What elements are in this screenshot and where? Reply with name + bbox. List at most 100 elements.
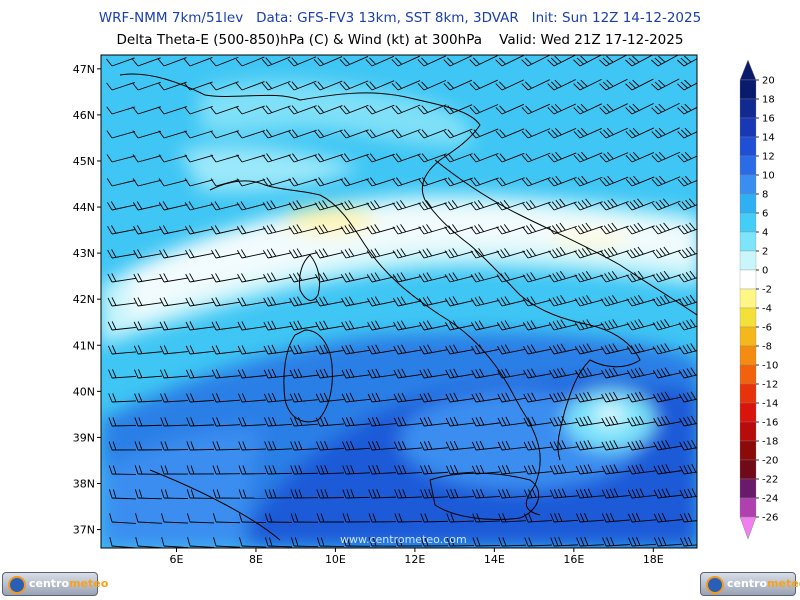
wind-barb-flag [686,416,693,425]
wind-barb-flag [292,153,299,162]
wind-barb-flag [164,489,169,499]
wind-barb-flag [604,297,611,306]
wind-barb-flag [450,489,455,498]
wind-barb-flag [498,57,506,65]
wind-barb-flag [682,393,689,402]
wind-barb-flag [445,417,451,427]
wind-barb-flag [314,202,321,211]
wind-barb-flag [556,344,563,353]
colorbar-label: -10 [762,361,778,372]
wind-barb-flag [447,153,455,161]
wind-barb-shaft [241,81,265,91]
wind-barb-flag [478,320,485,329]
wind-barb-shaft [527,103,551,115]
wind-barb-flag [394,537,399,547]
wind-barb-flag [633,199,640,208]
wind-barb-flag [137,249,143,258]
centrometeo-logo-left[interactable]: centrometeo [2,572,108,596]
wind-barb-flag [137,297,143,306]
wind-barb-flag [628,81,636,89]
lat-tick-label: 39N [73,431,95,444]
wind-barb-flag [530,320,537,329]
wind-barb-flag [602,105,610,113]
wind-barb-flag [496,226,503,235]
wind-barb-flag [315,393,321,403]
wind-barb-flag [375,320,381,329]
wind-barb-flag [393,417,399,427]
wind-barb-flag [501,441,507,450]
wind-barb-flag [294,513,299,523]
wind-barb-flag [625,107,633,115]
wind-barb-flag [502,489,507,498]
wind-barb-flag [348,296,355,305]
wind-barb-flag [574,274,581,283]
wind-barb-flag [297,368,303,378]
wind-barb-flag [426,272,433,281]
wind-barb-shaft [163,57,187,67]
wind-barb-flag [213,537,217,547]
wind-barb-flag [631,489,637,498]
wind-barb-flag [342,537,347,547]
wind-barb-flag [289,345,295,355]
wind-barb-flag [426,224,433,233]
wind-barb-flag [627,465,633,475]
wind-barb-flag [556,296,563,305]
wind-barb-flag [503,224,510,232]
wind-barb-flag [417,130,425,139]
wind-barb-flag [368,513,373,523]
colorbar-label: 14 [762,133,775,144]
wind-barb-shaft [631,494,656,499]
wind-barb-flag [444,178,451,187]
wind-barb-flag [443,130,451,139]
wind-barb-flag [661,416,667,425]
watermark-url: www.centrometeo.com [340,533,467,546]
wind-barb-flag [603,153,611,161]
wind-barb-flag [318,153,325,162]
wind-barb-flag [561,464,567,473]
wind-barb-flag [397,417,403,426]
wind-barb-flag [609,440,615,450]
wind-barb-flag [239,537,243,547]
wind-barb-flag [554,103,562,111]
wind-barb-flag [654,81,662,89]
wind-barb-flag [262,154,269,163]
wind-barb-flag [376,489,381,498]
wind-barb-flag [659,199,666,208]
wind-barb-flag [216,465,221,475]
wind-barb-flag [582,368,589,377]
wind-barb-flag [265,57,273,65]
wind-barb-flag [292,249,299,258]
wind-barb-flag [422,249,429,258]
wind-barb-flag [560,295,566,304]
wind-barb-flag [627,441,633,451]
wind-barb-flag [548,346,555,355]
wind-barb-flag [600,370,607,379]
wind-barb-flag [238,441,243,451]
wind-barb-flag [369,57,376,65]
wind-barb-flag [367,369,373,379]
wind-barb-flag [652,298,659,307]
wind-barb-shaft [267,56,291,67]
wind-barb-flag [497,346,503,355]
wind-barb-flag [651,226,659,235]
wind-barb-flag [264,417,269,427]
colorbar-label: -18 [762,437,778,448]
wind-barb-flag [599,131,607,139]
wind-barb-flag [315,297,321,307]
colorbar-swatch [739,459,757,480]
wind-barb-flag [527,489,533,498]
wind-barb-flag [271,392,277,402]
wind-barb-flag [367,417,373,427]
lon-tick-label: 10E [325,553,346,566]
wind-barb-flag [263,393,269,403]
wind-barb-flag [417,83,425,91]
wind-barb-flag [601,441,607,451]
wind-barb-flag [625,155,633,163]
wind-barb-flag [320,537,325,547]
centrometeo-logo-right[interactable]: centrometeo [700,572,800,596]
wind-barb-flag [264,537,269,547]
wind-barb-flag [526,249,533,258]
wind-barb-flag [631,513,637,522]
wind-barb-shaft [527,226,551,235]
wind-barb-flag [504,296,511,305]
